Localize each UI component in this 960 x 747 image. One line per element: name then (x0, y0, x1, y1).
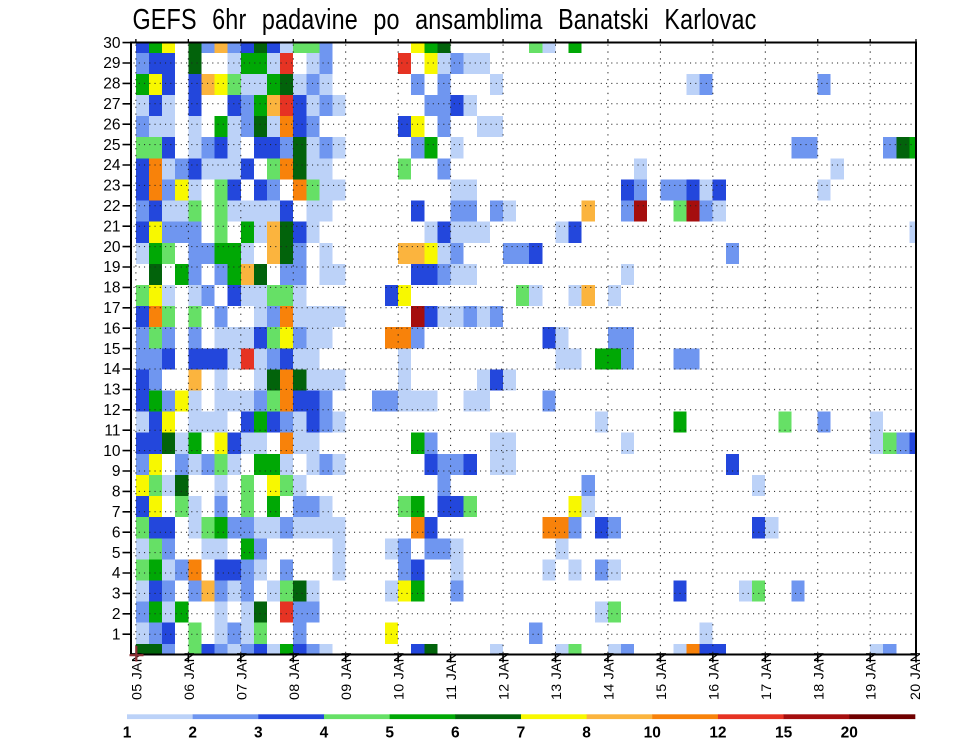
svg-text:2: 2 (112, 606, 121, 623)
svg-text:13 JAN: 13 JAN (548, 652, 564, 700)
svg-text:11: 11 (104, 422, 120, 439)
svg-text:11 JAN: 11 JAN (443, 653, 459, 700)
svg-text:05 JAN: 05 JAN (129, 652, 145, 700)
svg-text:06 JAN: 06 JAN (181, 652, 197, 700)
svg-text:15: 15 (103, 341, 120, 358)
svg-text:28: 28 (103, 76, 120, 93)
svg-text:08 JAN: 08 JAN (286, 652, 302, 700)
svg-text:9: 9 (112, 463, 121, 480)
svg-text:30: 30 (103, 35, 121, 52)
svg-text:10: 10 (103, 443, 121, 460)
svg-text:16: 16 (103, 320, 120, 337)
svg-text:20: 20 (841, 725, 858, 742)
svg-text:17: 17 (103, 300, 120, 317)
svg-text:07 JAN: 07 JAN (234, 652, 250, 700)
svg-text:14: 14 (103, 361, 121, 378)
svg-text:6: 6 (451, 725, 460, 742)
svg-text:23: 23 (103, 178, 120, 195)
svg-text:7: 7 (517, 725, 526, 742)
svg-text:14 JAN: 14 JAN (601, 652, 617, 700)
svg-text:12: 12 (709, 725, 726, 742)
svg-text:26: 26 (103, 116, 120, 133)
svg-text:8: 8 (582, 725, 591, 742)
svg-text:5: 5 (112, 545, 121, 562)
svg-text:1: 1 (112, 626, 121, 643)
svg-text:18 JAN: 18 JAN (811, 652, 827, 700)
svg-text:19 JAN: 19 JAN (863, 652, 879, 700)
svg-text:24: 24 (103, 157, 121, 174)
svg-text:17 JAN: 17 JAN (758, 652, 774, 700)
svg-text:18: 18 (103, 280, 120, 297)
svg-text:15: 15 (775, 725, 793, 742)
svg-text:20 JAN: 20 JAN (907, 652, 923, 700)
svg-text:20: 20 (103, 239, 121, 256)
svg-text:4: 4 (320, 725, 329, 742)
svg-text:8: 8 (112, 484, 121, 501)
svg-text:12 JAN: 12 JAN (496, 652, 512, 700)
svg-text:09 JAN: 09 JAN (338, 652, 354, 700)
svg-text:27: 27 (103, 96, 120, 113)
svg-text:7: 7 (112, 504, 121, 521)
svg-text:16 JAN: 16 JAN (706, 652, 722, 700)
svg-text:1: 1 (123, 725, 132, 742)
svg-text:10 JAN: 10 JAN (391, 652, 407, 700)
svg-text:21: 21 (103, 218, 120, 235)
svg-text:GEFS 6hr padavine po ansamblim: GEFS 6hr padavine po ansamblima Banatski… (133, 3, 757, 36)
svg-text:10: 10 (644, 725, 661, 742)
svg-text:2: 2 (188, 725, 197, 742)
svg-text:15 JAN: 15 JAN (653, 652, 669, 700)
svg-text:3: 3 (254, 725, 263, 742)
svg-text:5: 5 (385, 725, 394, 742)
svg-text:6: 6 (112, 524, 121, 541)
svg-text:29: 29 (103, 55, 120, 72)
svg-text:19: 19 (103, 259, 120, 276)
svg-text:12: 12 (103, 402, 120, 419)
svg-text:3: 3 (112, 586, 121, 603)
svg-text:22: 22 (103, 198, 120, 215)
svg-text:4: 4 (112, 565, 121, 582)
svg-text:25: 25 (103, 137, 120, 154)
svg-text:13: 13 (103, 382, 120, 399)
